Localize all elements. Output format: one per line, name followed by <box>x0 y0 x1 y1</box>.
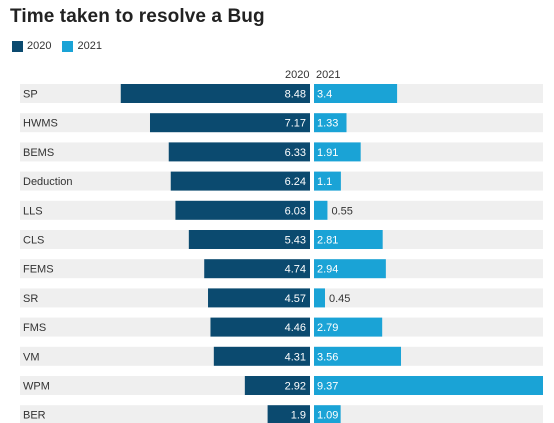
category-label-fems: FEMS <box>23 264 54 276</box>
value-label-2020-vm: 4.31 <box>285 351 306 363</box>
bar-2020-fems <box>204 259 310 279</box>
bar-2021-sr <box>314 288 325 308</box>
legend-item-2021: 2021 <box>62 40 102 52</box>
category-label-ber: BER <box>23 410 46 422</box>
legend-swatch-2021 <box>62 40 74 52</box>
category-label-hwms: HWMS <box>23 118 58 130</box>
value-label-2021-hwms: 1.33 <box>317 118 338 130</box>
category-label-sr: SR <box>23 293 38 305</box>
value-label-2021-wpm: 9.37 <box>317 381 338 393</box>
value-label-2021-deduction: 1.1 <box>317 176 332 188</box>
chart-title: Time taken to resolve a Bug <box>10 6 265 27</box>
value-label-2021-sr: 0.45 <box>329 293 350 305</box>
value-label-2021-lls: 0.55 <box>331 205 352 217</box>
category-label-bems: BEMS <box>23 147 54 159</box>
value-label-2021-cls: 2.81 <box>317 235 338 247</box>
bar-2020-fms <box>210 317 310 337</box>
bar-2020-hwms <box>149 113 310 133</box>
track-2020-ber <box>20 405 310 423</box>
value-label-2020-sp: 8.48 <box>285 89 306 101</box>
legend-label-2021: 2021 <box>77 40 102 52</box>
legend-swatch-2020 <box>12 40 23 52</box>
bar-2021-wpm <box>314 376 543 395</box>
value-label-2020-wpm: 2.92 <box>285 381 306 393</box>
bar-2020-sp <box>120 84 310 103</box>
bar-2021-ber <box>314 405 341 423</box>
track-2021-deduction <box>314 171 543 191</box>
value-label-2020-sr: 4.57 <box>285 293 306 305</box>
track-2021-bems <box>314 142 543 162</box>
category-label-cls: CLS <box>23 235 44 247</box>
column-header-2020: 2020 <box>285 69 310 81</box>
value-label-2020-bems: 6.33 <box>285 147 306 159</box>
value-label-2020-cls: 5.43 <box>285 235 306 247</box>
category-label-sp: SP <box>23 89 38 101</box>
value-label-2021-vm: 3.56 <box>317 351 338 363</box>
bar-2021-cls <box>314 230 383 249</box>
value-label-2021-sp: 3.4 <box>317 89 332 101</box>
bar-2021-deduction <box>314 171 341 191</box>
track-2021-sr <box>314 288 543 308</box>
value-label-2020-hwms: 7.17 <box>285 118 306 130</box>
bar-2020-deduction <box>170 171 310 191</box>
bar-2020-lls <box>175 200 310 220</box>
bar-2020-ber <box>267 405 310 423</box>
bar-2021-hwms <box>314 113 347 133</box>
value-label-2020-ber: 1.9 <box>291 410 306 422</box>
track-2021-hwms <box>314 113 543 133</box>
value-label-2021-bems: 1.91 <box>317 147 338 159</box>
category-label-wpm: WPM <box>23 381 50 393</box>
bar-2021-bems <box>314 142 361 162</box>
value-label-2020-fems: 4.74 <box>285 264 306 276</box>
value-label-2020-fms: 4.46 <box>285 322 306 334</box>
bar-2021-fms <box>314 317 383 337</box>
value-label-2020-lls: 6.03 <box>285 205 306 217</box>
value-label-2020-deduction: 6.24 <box>285 176 306 188</box>
value-label-2021-fms: 2.79 <box>317 322 338 334</box>
track-2021-lls <box>314 200 543 220</box>
track-2021-ber <box>314 405 543 423</box>
track-2020-wpm <box>20 376 310 395</box>
category-label-deduction: Deduction <box>23 176 73 188</box>
value-label-2021-ber: 1.09 <box>317 410 338 422</box>
legend: 2020 2021 <box>12 40 113 52</box>
bar-2021-vm <box>314 346 402 366</box>
legend-label-2020: 2020 <box>27 40 52 52</box>
value-label-2021-fems: 2.94 <box>317 264 338 276</box>
column-header-2021: 2021 <box>316 69 341 81</box>
legend-item-2020: 2020 <box>12 40 51 52</box>
bar-2020-cls <box>188 230 310 249</box>
bar-2021-lls <box>314 200 328 220</box>
category-label-fms: FMS <box>23 322 46 334</box>
bar-2020-bems <box>168 142 310 162</box>
bar-2020-sr <box>208 288 310 308</box>
bar-2020-vm <box>213 346 310 366</box>
bar-2020-wpm <box>244 376 310 395</box>
category-label-vm: VM <box>23 351 40 363</box>
bar-2021-sp <box>314 84 398 103</box>
bar-2021-fems <box>314 259 386 279</box>
category-label-lls: LLS <box>23 205 43 217</box>
